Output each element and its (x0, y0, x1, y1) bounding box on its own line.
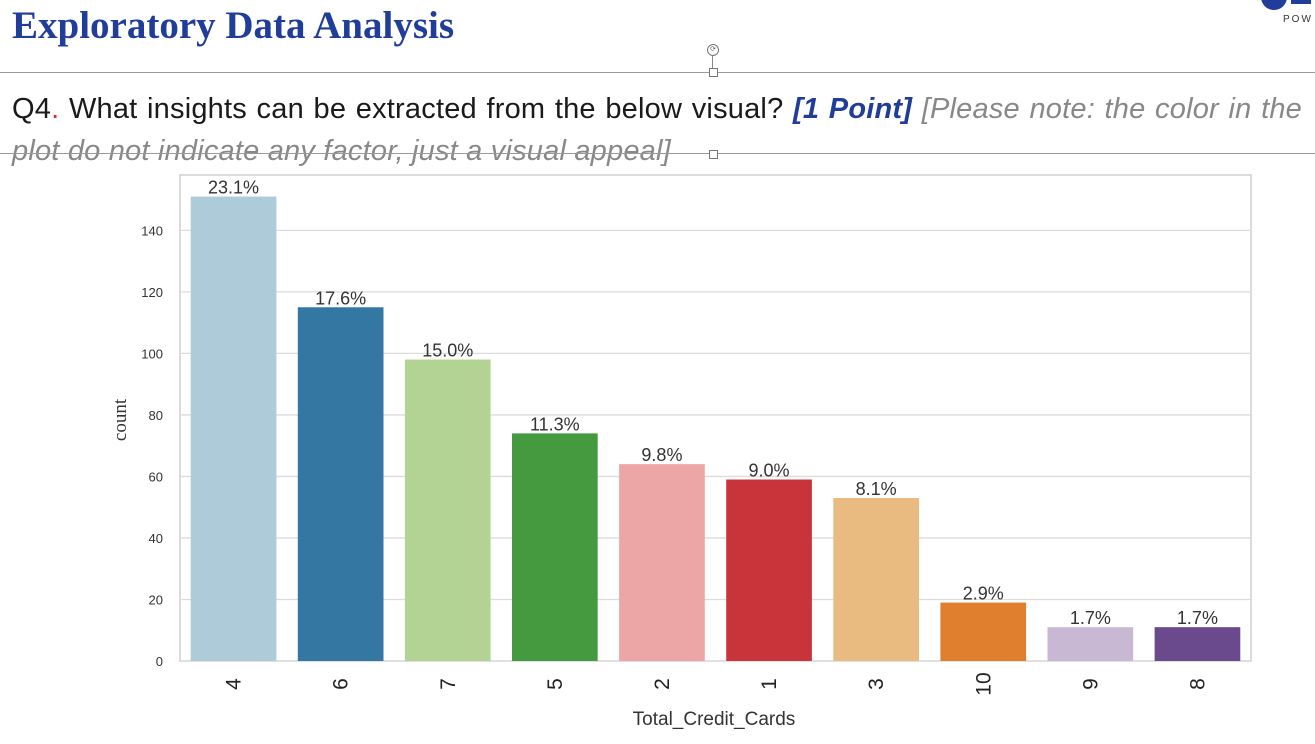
data-label: 15.0% (422, 341, 473, 361)
bar-1 (726, 479, 812, 661)
data-label: 2.9% (963, 584, 1004, 604)
x-tick-label: 7 (437, 678, 460, 690)
question-note: [Please note: the color in the plot do n… (12, 93, 1302, 167)
bar-8 (1154, 627, 1241, 661)
y-tick-label: 60 (149, 469, 163, 484)
x-tick-label: 2 (651, 678, 674, 690)
x-tick-label: 4 (223, 678, 246, 690)
data-label: 23.1% (208, 178, 259, 198)
question-dot: . (51, 93, 60, 125)
x-axis-label: Total_Credit_Cards (633, 709, 796, 730)
handle-stem (712, 56, 713, 68)
bar-4 (190, 196, 277, 661)
y-tick-label: 140 (141, 223, 163, 238)
x-tick-label: 6 (330, 678, 353, 690)
y-tick-label: 100 (141, 346, 163, 361)
data-label: 1.7% (1070, 608, 1111, 628)
textbox-border-bottom (0, 153, 1315, 154)
question-points: [1 Point] (793, 93, 913, 125)
data-label: 9.0% (749, 461, 790, 481)
bar-3 (833, 497, 919, 661)
data-label: 8.1% (856, 479, 897, 499)
x-tick-label: 10 (972, 672, 995, 695)
bar-5 (512, 433, 598, 661)
bar-10 (940, 602, 1027, 661)
rotate-handle-icon[interactable]: ⟳ (707, 44, 719, 56)
y-axis-label: count (110, 398, 131, 441)
y-tick-label: 120 (141, 285, 163, 300)
bar-2 (619, 464, 705, 661)
data-label: 9.8% (641, 445, 682, 465)
data-label: 17.6% (315, 288, 366, 308)
slide-title: Exploratory Data Analysis (12, 4, 455, 47)
resize-handle-bottom[interactable] (709, 150, 718, 159)
question-number: Q4 (12, 93, 52, 125)
data-label: 1.7% (1177, 608, 1218, 628)
data-label: 11.3% (530, 414, 580, 434)
logo-mark-icon (1261, 0, 1287, 10)
y-tick-label: 40 (149, 531, 163, 546)
logo-bar-icon (1291, 0, 1311, 4)
y-tick-label: 20 (149, 592, 163, 607)
y-tick-label: 80 (149, 408, 163, 423)
x-tick-label: 5 (544, 678, 567, 690)
logo-text: POW (1283, 14, 1313, 25)
x-tick-label: 1 (758, 678, 781, 690)
question-text[interactable]: Q4. What insights can be extracted from … (12, 88, 1302, 172)
resize-handle-top[interactable] (709, 68, 718, 77)
bar-6 (297, 307, 384, 661)
company-logo: POW (1255, 0, 1315, 36)
bar-7 (404, 359, 491, 661)
y-tick-label: 0 (156, 654, 163, 669)
textbox-border-top (0, 72, 1315, 73)
x-tick-label: 8 (1186, 678, 1209, 690)
x-tick-label: 3 (865, 678, 888, 690)
x-tick-label: 9 (1079, 678, 1102, 690)
bar-9 (1047, 627, 1134, 661)
question-body: What insights can be extracted from the … (59, 93, 793, 125)
